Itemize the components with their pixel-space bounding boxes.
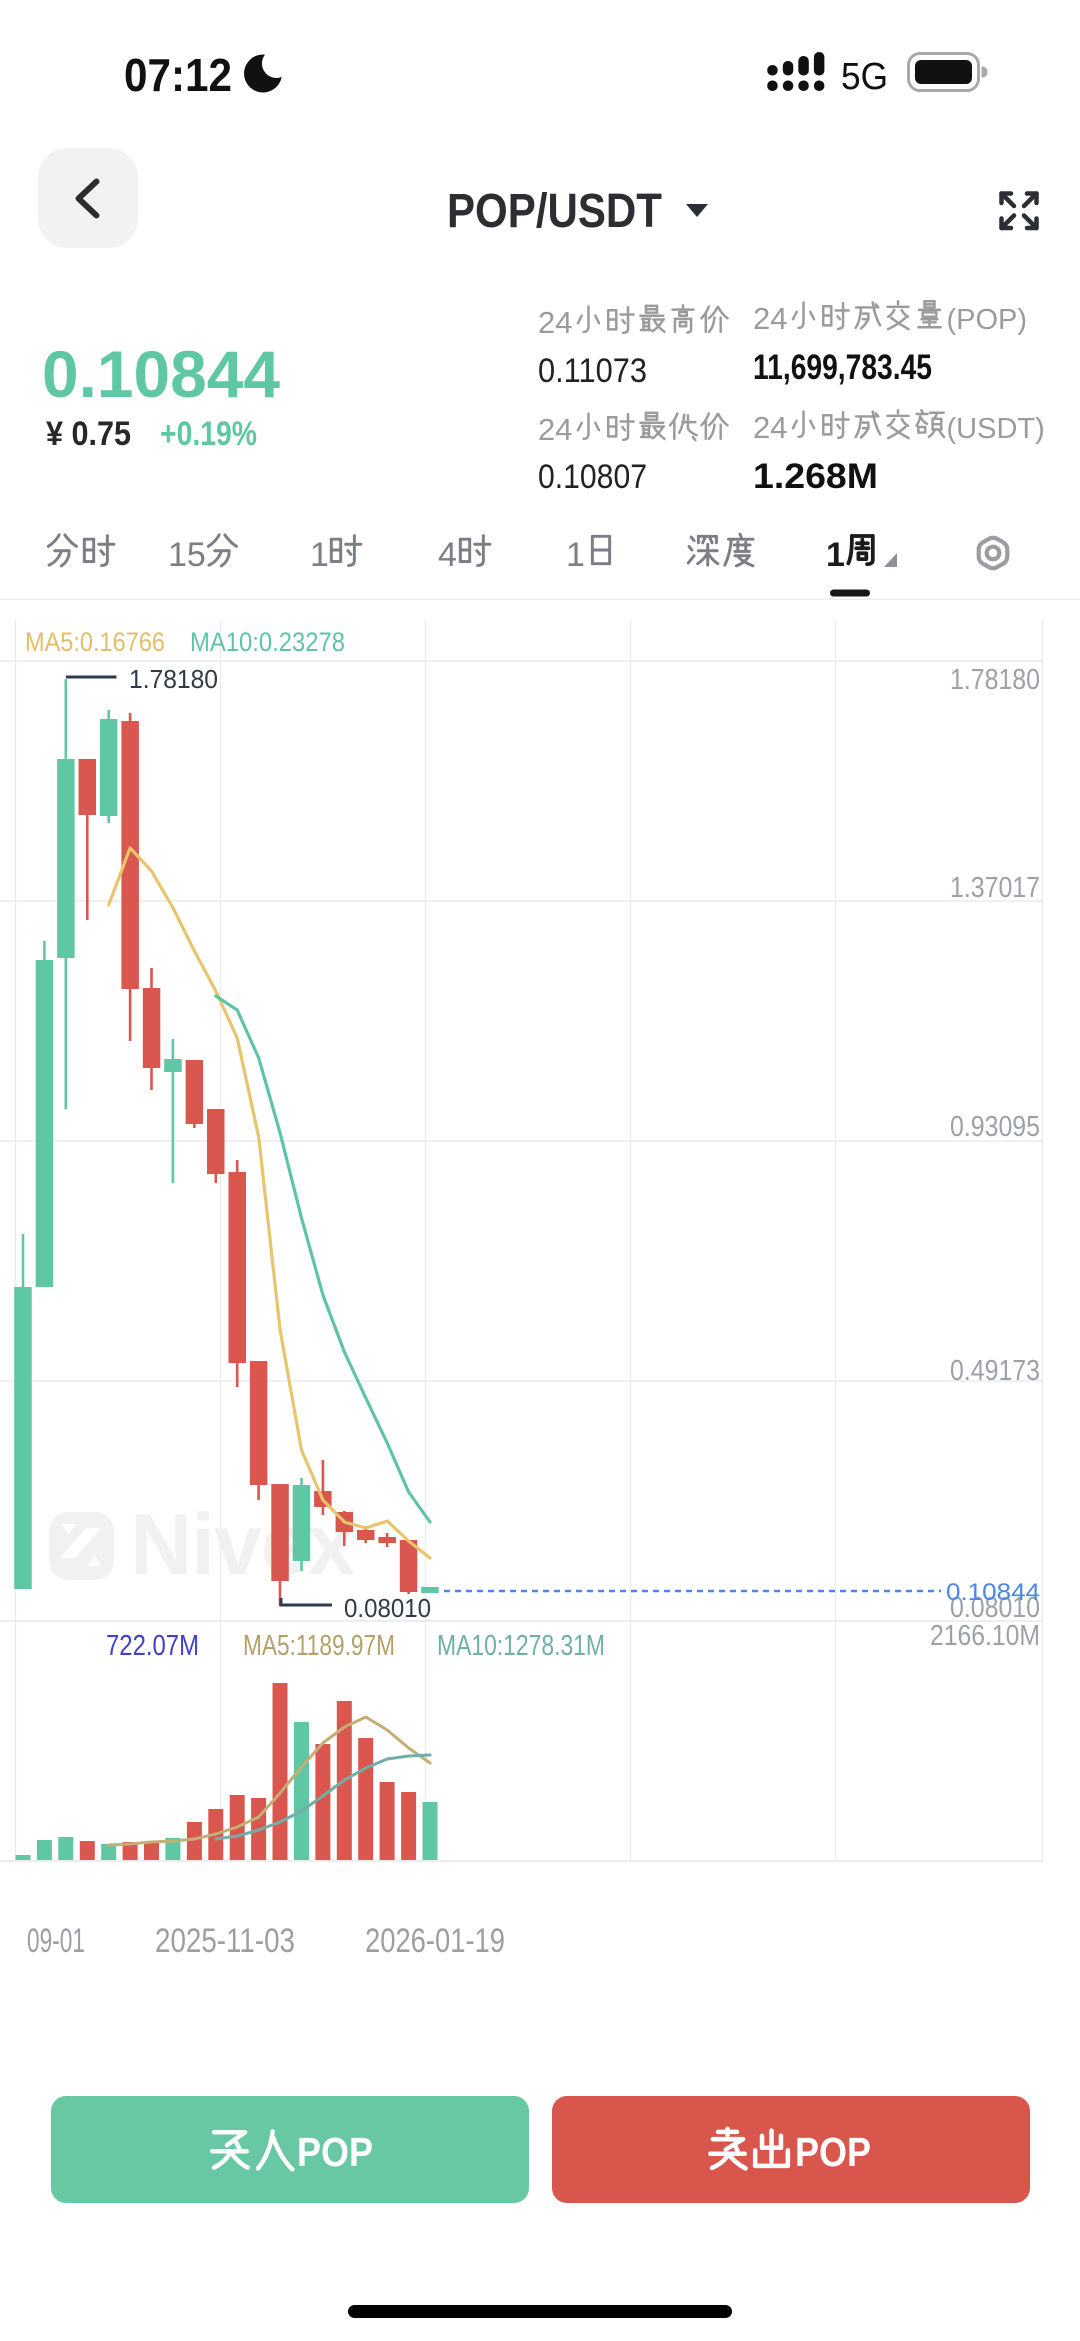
- svg-text:4: 4: [438, 536, 457, 574]
- svg-text:(POP): (POP): [947, 304, 1028, 336]
- svg-text:(USDT): (USDT): [947, 413, 1045, 445]
- svg-text:POP: POP: [795, 2129, 871, 2175]
- svg-text:POP/USDT: POP/USDT: [447, 185, 662, 238]
- svg-text:1.268M: 1.268M: [753, 457, 878, 496]
- svg-text:2026-01-19: 2026-01-19: [365, 1922, 505, 1960]
- svg-text:09-01: 09-01: [27, 1922, 85, 1960]
- svg-text:0.11073: 0.11073: [538, 352, 647, 390]
- svg-text:1.78180: 1.78180: [950, 664, 1040, 696]
- svg-text:MA10:0.23278: MA10:0.23278: [190, 627, 345, 657]
- svg-text:1.78180: 1.78180: [129, 666, 218, 694]
- svg-text:+0.19%: +0.19%: [160, 415, 257, 453]
- svg-text:24: 24: [538, 412, 572, 447]
- svg-text:MA5:1189.97M: MA5:1189.97M: [243, 1630, 395, 1662]
- svg-text:Nivex: Nivex: [130, 1497, 356, 1593]
- svg-text:1: 1: [826, 536, 845, 574]
- svg-text:0.10844: 0.10844: [42, 337, 280, 411]
- svg-text:0.93095: 0.93095: [950, 1111, 1040, 1143]
- svg-text:2166.10M: 2166.10M: [930, 1620, 1040, 1652]
- svg-text:MA10:1278.31M: MA10:1278.31M: [437, 1630, 605, 1662]
- svg-text:15: 15: [168, 536, 206, 574]
- svg-text:1: 1: [310, 536, 329, 574]
- svg-text:24: 24: [753, 301, 787, 336]
- svg-text:0.49173: 0.49173: [950, 1355, 1040, 1387]
- svg-text:1: 1: [566, 536, 585, 574]
- svg-text:0.08010: 0.08010: [344, 1595, 431, 1623]
- svg-text:0.08010: 0.08010: [950, 1592, 1040, 1624]
- svg-text:MA5:0.16766: MA5:0.16766: [25, 627, 165, 657]
- svg-text:POP: POP: [297, 2129, 373, 2175]
- svg-text:5G: 5G: [841, 56, 888, 98]
- svg-text:¥ 0.75: ¥ 0.75: [46, 415, 131, 453]
- svg-text:722.07M: 722.07M: [106, 1630, 199, 1662]
- svg-text:1.37017: 1.37017: [950, 872, 1040, 904]
- svg-text:0.10807: 0.10807: [538, 458, 647, 496]
- svg-text:2025-11-03: 2025-11-03: [155, 1922, 295, 1960]
- svg-text:24: 24: [753, 410, 787, 445]
- svg-text:07:12: 07:12: [124, 49, 232, 101]
- svg-text:24: 24: [538, 305, 572, 340]
- svg-text:0.10844: 0.10844: [946, 1579, 1040, 1606]
- svg-text:11,699,783.45: 11,699,783.45: [753, 348, 932, 387]
